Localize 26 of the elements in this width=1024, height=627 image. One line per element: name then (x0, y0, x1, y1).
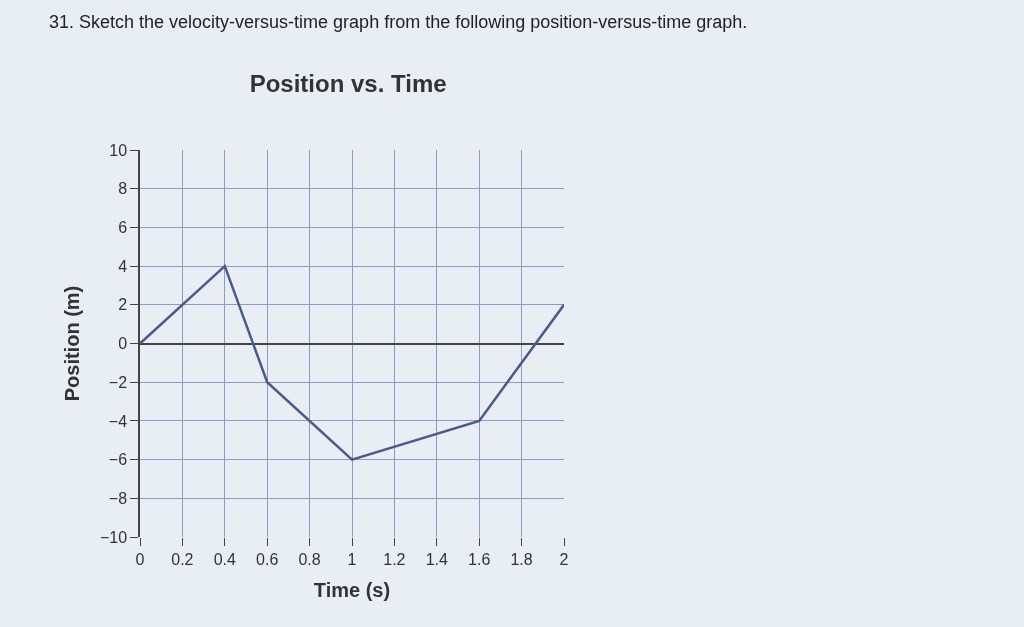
x-tick-label: 0.4 (213, 551, 237, 569)
y-tick-label: 0 (118, 335, 128, 353)
chart-title: Position vs. Time (249, 70, 447, 98)
x-tick-label: 1.8 (510, 551, 533, 569)
y-tick-label: 10 (109, 141, 128, 159)
x-tick-label: 2 (559, 551, 569, 569)
y-axis-title: Position (m) (60, 285, 83, 402)
y-tick-label: 4 (118, 257, 128, 275)
x-tick-label: 1.6 (468, 551, 491, 569)
x-tick-label: 1.2 (383, 551, 406, 569)
y-tick-label: −8 (108, 489, 128, 507)
x-tick-label: 1.4 (425, 551, 449, 569)
y-tick-label: 2 (118, 296, 128, 314)
y-tick-label: −10 (99, 528, 128, 546)
x-tick-label: 0.8 (298, 551, 321, 569)
y-tick-label: 8 (118, 180, 128, 198)
y-tick-label: −4 (108, 412, 128, 430)
x-tick-label: 0 (135, 551, 145, 569)
y-tick-label: −6 (108, 451, 128, 469)
x-tick-label: 0.2 (171, 551, 194, 569)
x-tick-label: 1 (347, 551, 357, 569)
text: 31. Sketch the velocity-versus-time graph from the following position-versus-time graph. (49, 12, 748, 32)
y-tick-label: −2 (108, 373, 128, 391)
x-axis-title: Time (s) (313, 578, 391, 601)
y-tick-label: 6 (118, 219, 128, 236)
x-tick-label: 0.6 (256, 551, 279, 569)
